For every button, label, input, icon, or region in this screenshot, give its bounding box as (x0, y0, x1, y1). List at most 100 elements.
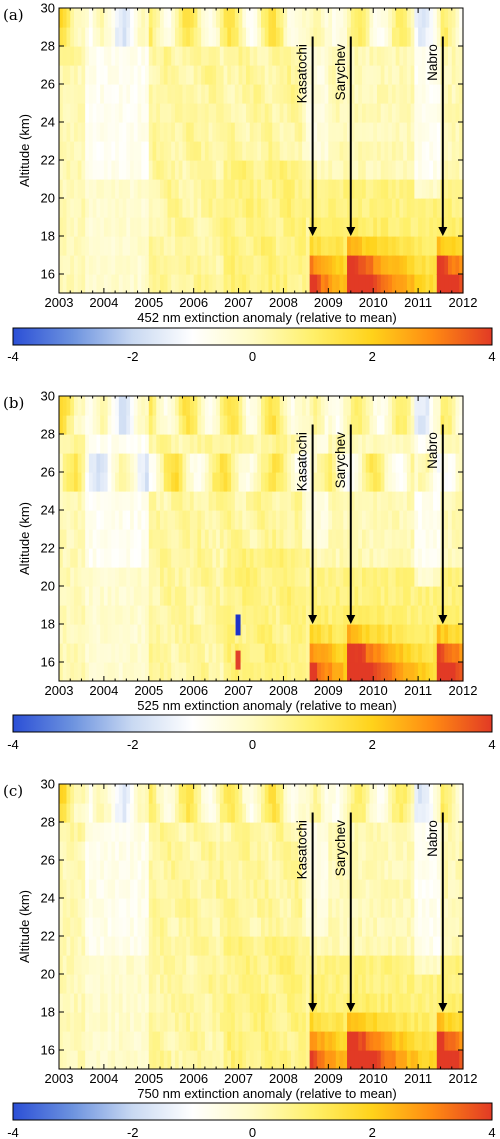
heatmap-cell (268, 586, 273, 606)
heatmap-cell (81, 955, 86, 975)
heatmap-cell (133, 586, 139, 606)
heatmap-cell (212, 955, 217, 975)
heatmap-cell (399, 491, 404, 511)
heatmap-cell (193, 65, 199, 85)
heatmap-cell (137, 841, 142, 861)
heatmap-cell (73, 624, 79, 644)
heatmap-cell (279, 217, 285, 237)
heatmap-cell (275, 472, 281, 492)
heatmap-cell (384, 1031, 389, 1051)
heatmap-cell (77, 217, 83, 237)
heatmap-cell (448, 453, 453, 473)
heatmap-cell (92, 529, 98, 549)
heatmap-cell (81, 453, 86, 473)
heatmap-cell (388, 803, 393, 823)
heatmap-cell (107, 198, 112, 218)
heatmap-cell (403, 198, 408, 218)
heatmap-cell (317, 491, 322, 511)
heatmap-cell (152, 529, 157, 549)
heatmap-cell (410, 624, 415, 644)
heatmap-cell (257, 1012, 262, 1032)
heatmap-cell (264, 84, 270, 104)
heatmap-cell (62, 879, 68, 899)
heatmap-cell (156, 434, 161, 454)
heatmap-cell (182, 974, 187, 994)
heatmap-cell (107, 1012, 112, 1032)
heatmap-cell (332, 160, 337, 180)
heatmap-cell (380, 453, 386, 473)
heatmap-cell (335, 1031, 341, 1051)
heatmap-cell (261, 529, 266, 549)
heatmap-cell (272, 860, 277, 880)
heatmap-cell (347, 822, 352, 842)
heatmap-cell (186, 936, 191, 956)
heatmap-cell (448, 586, 453, 606)
heatmap-cell (193, 396, 199, 416)
heatmap-cell (395, 46, 401, 66)
heatmap-cell (111, 860, 116, 880)
heatmap-cell (320, 860, 326, 880)
heatmap-cell (253, 784, 258, 804)
heatmap-cell (339, 1012, 344, 1032)
heatmap-cell (137, 46, 142, 66)
heatmap-cell (85, 784, 90, 804)
heatmap-cell (347, 605, 352, 625)
heatmap-cell (399, 1012, 404, 1032)
heatmap-cell (455, 510, 460, 530)
heatmap-cell (388, 453, 393, 473)
heatmap-cell (257, 662, 262, 682)
heatmap-cell (204, 198, 210, 218)
heatmap-cell (92, 605, 98, 625)
heatmap-cell (103, 1012, 109, 1032)
heatmap-cell (290, 198, 296, 218)
heatmap-cell (399, 274, 404, 294)
heatmap-cell (425, 255, 430, 275)
heatmap-cell (399, 643, 404, 663)
heatmap-cell (115, 624, 120, 644)
heatmap-cell (365, 415, 371, 435)
heatmap-cell (189, 8, 195, 28)
heatmap-cell (193, 491, 199, 511)
heatmap-cell (77, 529, 83, 549)
heatmap-cell (182, 103, 187, 123)
heatmap-cell (268, 27, 273, 47)
heatmap-cell (92, 898, 98, 918)
heatmap-cell (444, 624, 449, 644)
heatmap-cell (302, 179, 307, 199)
heatmap-cell (174, 255, 180, 275)
heatmap-cell (275, 548, 281, 568)
heatmap-cell (358, 822, 363, 842)
heatmap-cell (115, 236, 120, 256)
heatmap-cell (77, 8, 83, 28)
heatmap-cell (216, 46, 221, 66)
heatmap-cell (373, 860, 378, 880)
heatmap-cell (182, 605, 187, 625)
heatmap-cell (92, 160, 98, 180)
heatmap-cell (201, 491, 206, 511)
heatmap-cell (115, 65, 120, 85)
heatmap-cell (246, 529, 251, 549)
heatmap-cell (193, 586, 199, 606)
heatmap-cell (448, 27, 453, 47)
heatmap-cell (317, 453, 322, 473)
heatmap-cell (313, 624, 318, 644)
heatmap-cell (238, 1031, 243, 1051)
heatmap-cell (287, 624, 292, 644)
heatmap-cell (246, 955, 251, 975)
colorbar-tick-label: 2 (369, 349, 376, 364)
heatmap-cell (92, 103, 98, 123)
heatmap-cell (212, 84, 217, 104)
heatmap-cell (59, 84, 64, 104)
heatmap-cell (201, 472, 206, 492)
heatmap-cell (227, 396, 232, 416)
heatmap-cell (347, 643, 352, 663)
heatmap-cell (81, 917, 86, 937)
heatmap-cell (253, 822, 258, 842)
heatmap-cell (290, 1012, 296, 1032)
heatmap-cell (283, 491, 288, 511)
heatmap-cell (208, 1050, 213, 1070)
heatmap-cell (391, 274, 397, 294)
heatmap-cell (395, 434, 401, 454)
heatmap-cell (290, 586, 296, 606)
heatmap-cell (182, 879, 187, 899)
